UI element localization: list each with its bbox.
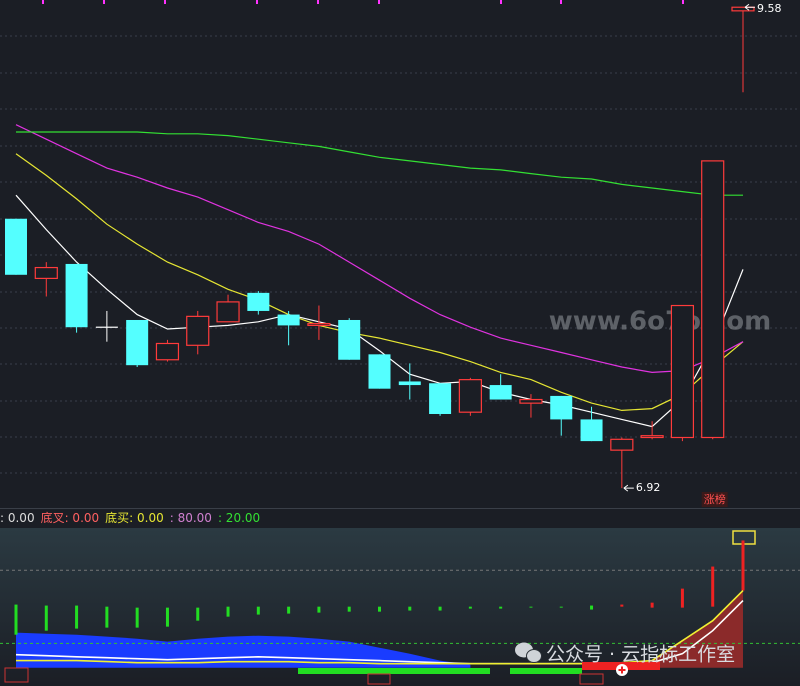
moving-average-line xyxy=(16,131,743,196)
min-label: 6.92 xyxy=(636,481,661,494)
candle-body xyxy=(519,398,543,404)
candle-body xyxy=(186,315,210,346)
legend-item: 底叉: 0.00 xyxy=(40,511,100,525)
moving-average-line xyxy=(15,194,744,428)
candle-body xyxy=(731,6,755,12)
candle-body xyxy=(640,435,664,439)
candle-body xyxy=(489,385,512,400)
candle-body xyxy=(277,314,300,326)
label-arrow xyxy=(744,3,755,11)
account-watermark: 公众号 · 云指标工作室 xyxy=(546,644,735,666)
candle-body xyxy=(368,354,391,389)
bottom-strip xyxy=(4,662,660,685)
candle-body xyxy=(5,218,27,275)
candle-body xyxy=(95,326,118,328)
annotation-box xyxy=(701,492,728,507)
main-panel xyxy=(0,0,800,508)
watermark: www.6o7o.com xyxy=(549,307,771,337)
candle-body xyxy=(670,304,695,439)
candle-body xyxy=(155,342,180,361)
annotation: 涨榜 xyxy=(704,492,726,506)
candle-body xyxy=(610,438,634,451)
candle-body xyxy=(701,160,725,439)
candle-body xyxy=(34,266,58,280)
candle-body xyxy=(65,263,88,328)
candle-body xyxy=(247,292,270,311)
main-layer: 9.58 6.92 涨榜 xyxy=(5,2,782,507)
max-label: 9.58 xyxy=(757,2,782,15)
candle-body xyxy=(429,383,452,414)
candle-body xyxy=(307,323,331,327)
candle-body xyxy=(550,395,573,420)
background-rules xyxy=(0,35,800,474)
candle-body xyxy=(580,419,603,442)
label-arrow xyxy=(623,484,634,492)
candle-body xyxy=(458,379,482,413)
candle-body xyxy=(398,381,421,386)
legend-item: : 80.00 xyxy=(169,511,212,525)
moving-average-line xyxy=(15,153,744,412)
period-markers xyxy=(42,0,684,4)
legend-item: 底买: 0.00 xyxy=(105,511,164,525)
indicator-legend: : 0.00 底叉: 0.00 底买: 0.00 : 80.00 : 20.00 xyxy=(0,509,266,527)
legend-item: : 20.00 xyxy=(217,511,261,525)
wechat-icon xyxy=(515,642,542,663)
legend-item: : 0.00 xyxy=(0,511,35,525)
candle-body xyxy=(216,301,240,323)
candle-body xyxy=(126,319,149,366)
indicator-area xyxy=(591,590,743,668)
candle-body xyxy=(338,319,361,360)
moving-average-line xyxy=(15,124,744,374)
